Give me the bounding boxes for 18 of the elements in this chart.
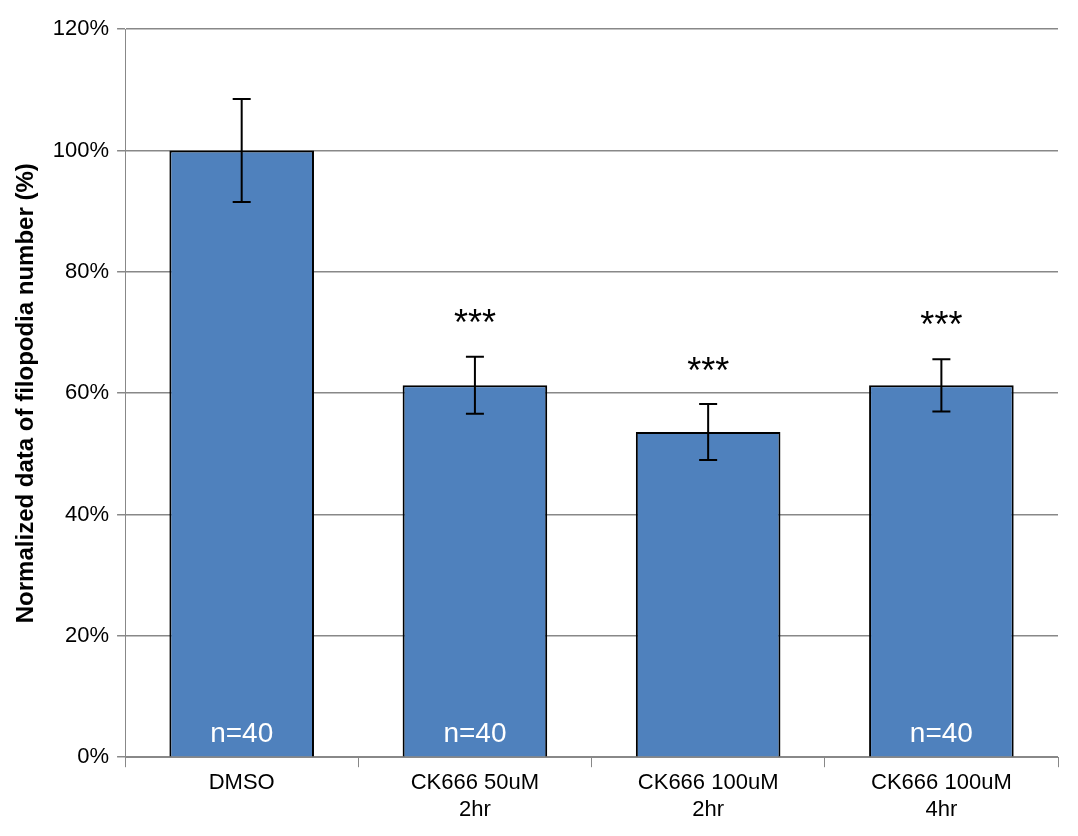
y-tick-label: 20% xyxy=(65,621,110,647)
annotation: *** xyxy=(453,301,496,343)
y-tick-label: 40% xyxy=(65,500,110,526)
x-tick-label: CK666 100uM 4hr xyxy=(871,769,1012,821)
y-tick-label: 0% xyxy=(77,743,110,769)
annotation: *** xyxy=(920,304,963,346)
x-tick-label: CK666 50uM 2hr xyxy=(410,769,540,821)
y-tick-label: 120% xyxy=(52,15,110,41)
y-tick-label: 60% xyxy=(65,379,110,405)
annotation: n=40 xyxy=(909,717,973,749)
y-tick-label: 100% xyxy=(52,136,110,162)
x-tick-label: DMSO xyxy=(208,769,275,795)
y-axis-title: Normalized data of filopodia number (%) xyxy=(11,163,39,624)
annotation: n=40 xyxy=(443,717,507,749)
annotation: n=40 xyxy=(210,717,274,749)
annotation: *** xyxy=(687,350,730,392)
y-tick-label: 80% xyxy=(65,257,110,283)
x-tick-label: CK666 100uM 2hr xyxy=(637,769,779,821)
